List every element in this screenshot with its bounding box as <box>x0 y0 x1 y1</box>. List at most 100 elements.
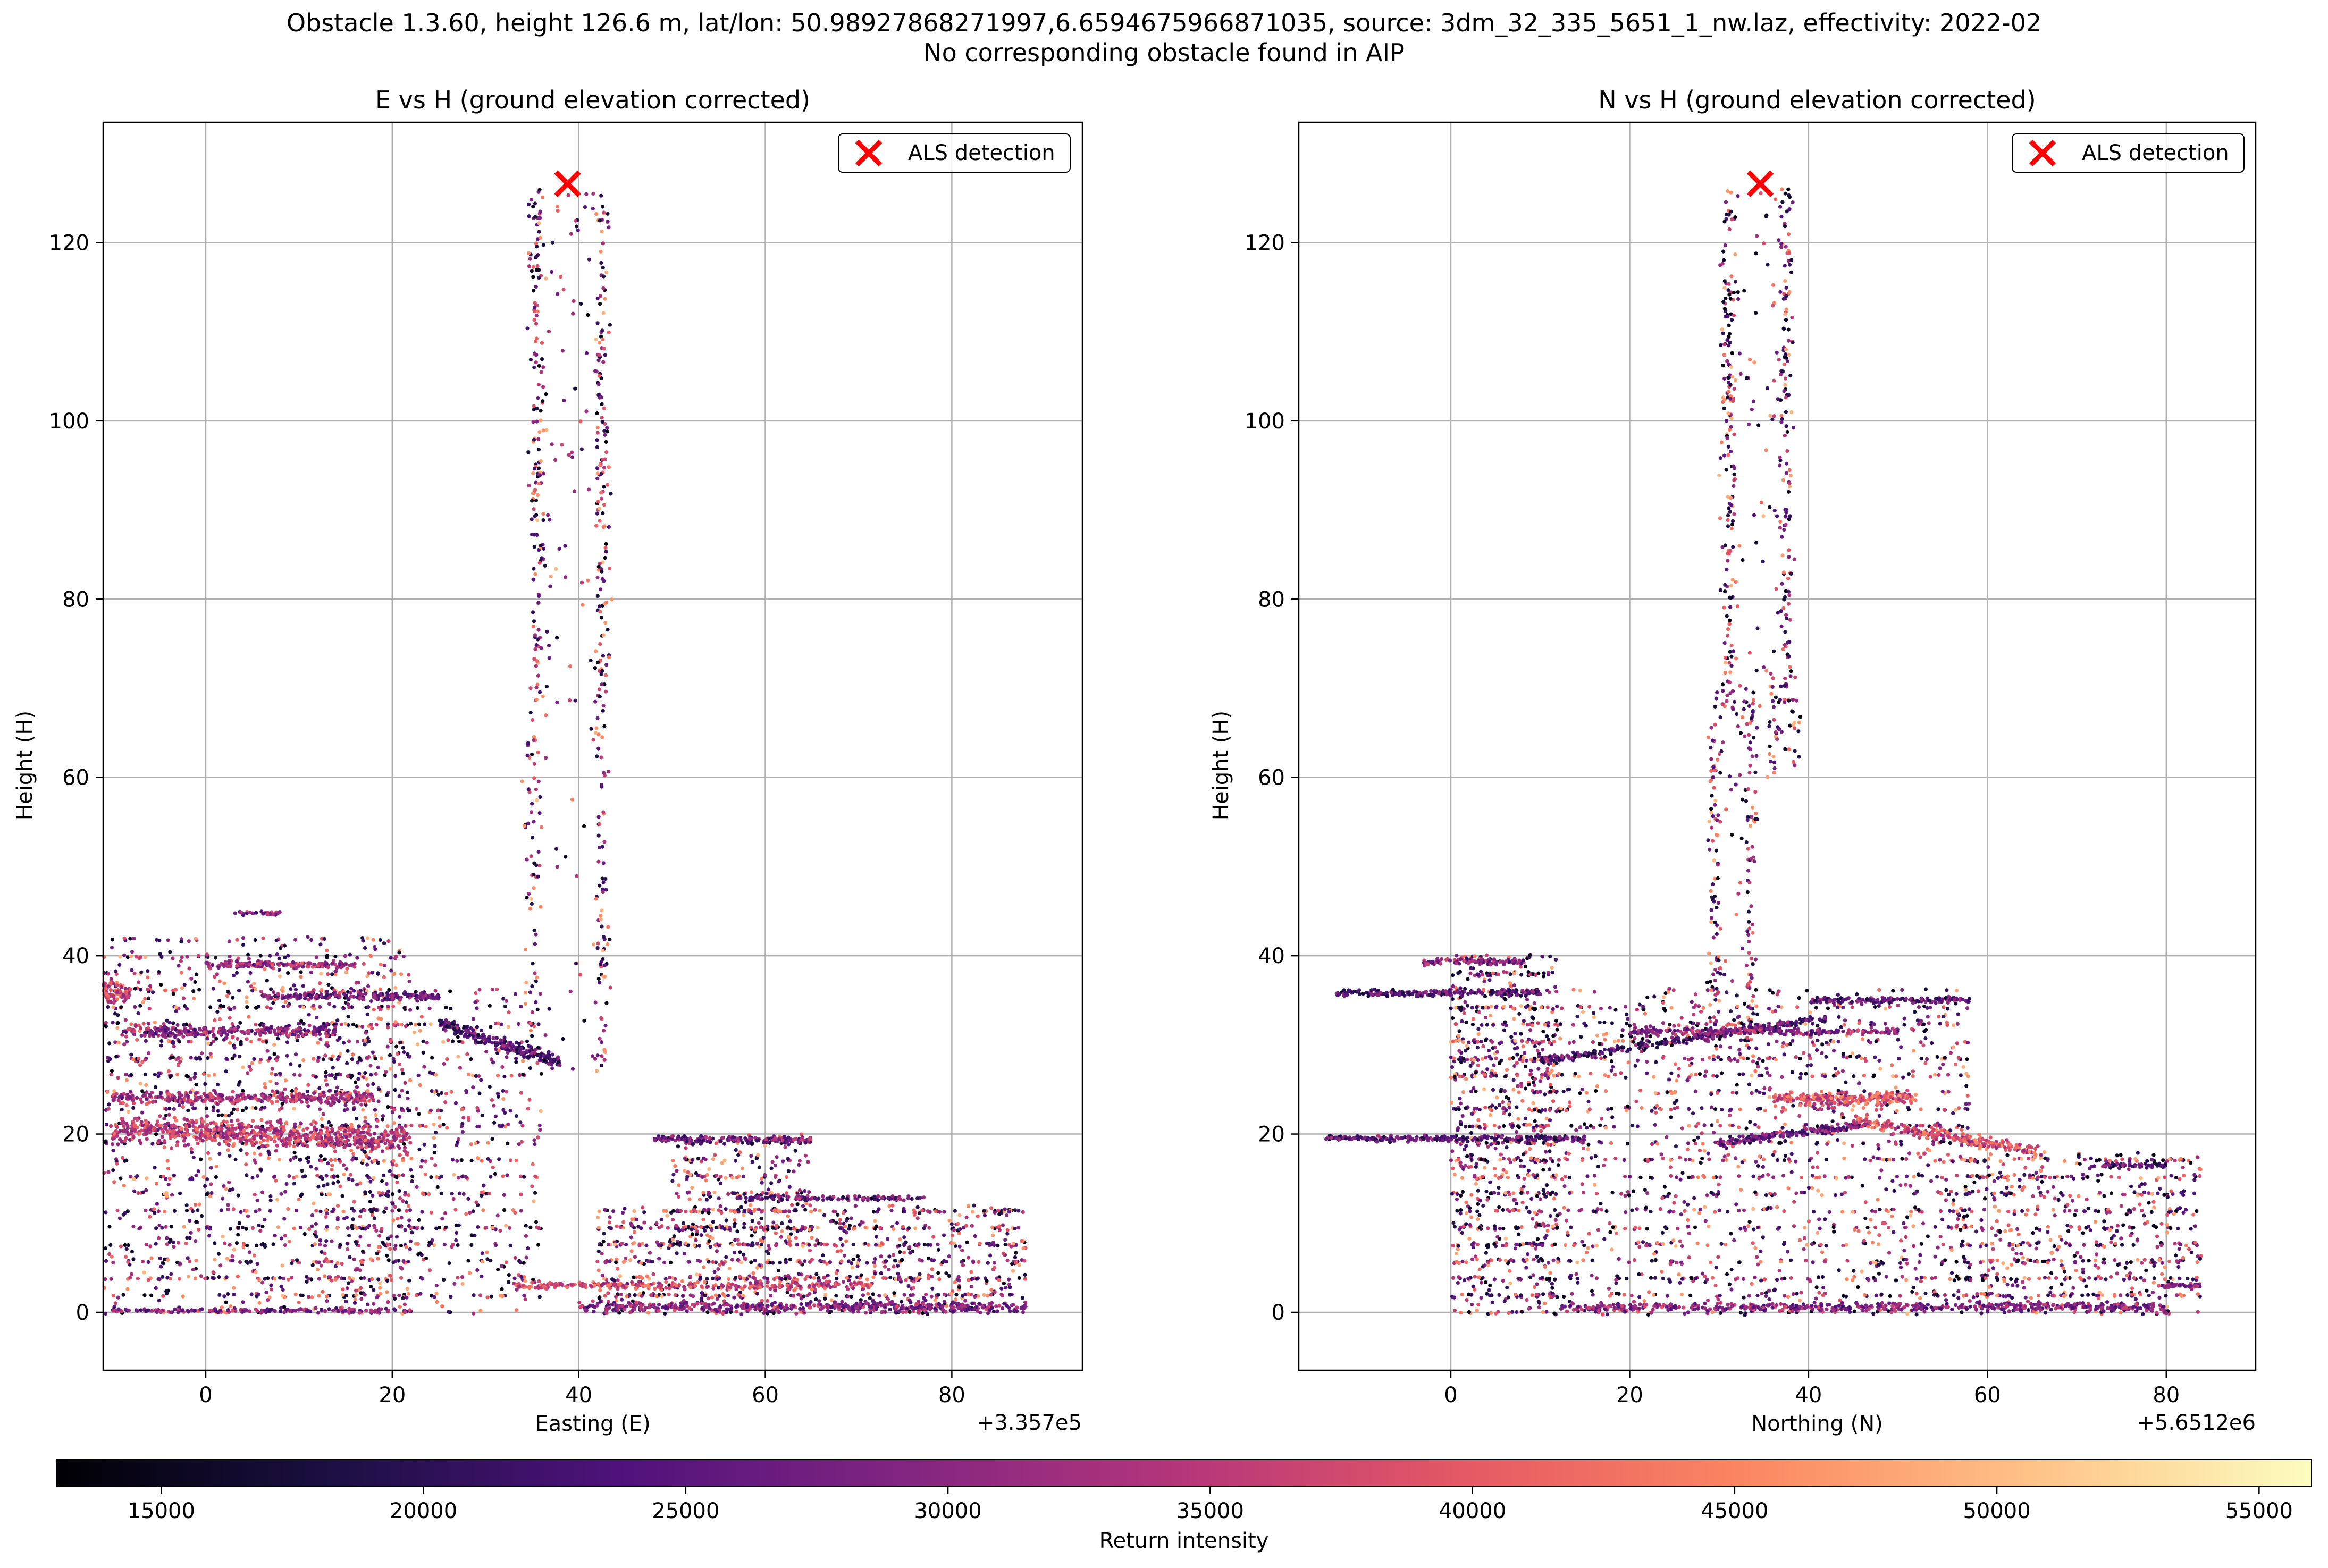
data-point <box>539 905 543 909</box>
data-point <box>877 1294 881 1298</box>
data-point <box>1000 1294 1004 1298</box>
data-point <box>339 1142 343 1147</box>
data-point <box>253 1134 257 1139</box>
data-point <box>358 1235 363 1239</box>
data-point <box>144 1039 148 1043</box>
data-point <box>245 1000 249 1004</box>
data-point <box>710 1228 714 1232</box>
data-point <box>605 429 609 434</box>
data-point <box>211 1108 215 1112</box>
data-point <box>485 1295 490 1300</box>
data-point <box>432 1122 436 1126</box>
data-point <box>538 795 542 799</box>
data-point <box>526 787 531 791</box>
data-point <box>539 1109 543 1113</box>
data-point <box>397 1094 401 1099</box>
data-point <box>318 1209 323 1213</box>
data-point <box>292 1182 296 1186</box>
data-point <box>536 673 541 678</box>
data-point <box>508 1158 513 1162</box>
data-point <box>888 1276 893 1280</box>
data-point <box>258 1152 263 1157</box>
data-point <box>528 358 533 362</box>
data-point <box>403 1191 407 1195</box>
data-point <box>419 1165 423 1169</box>
data-point <box>228 1188 232 1192</box>
data-point <box>194 1091 198 1095</box>
data-point <box>119 1244 123 1249</box>
data-point <box>727 1267 732 1271</box>
data-point <box>231 1144 236 1148</box>
data-point <box>963 1299 968 1303</box>
data-point <box>221 1234 225 1239</box>
data-point <box>596 833 601 838</box>
data-point <box>401 1296 405 1300</box>
data-point <box>355 1040 360 1044</box>
data-point <box>570 797 574 802</box>
data-point <box>157 1236 161 1241</box>
data-point <box>539 370 543 374</box>
data-point <box>460 1175 465 1179</box>
data-point <box>139 1141 143 1145</box>
data-point <box>732 1224 736 1228</box>
data-point <box>179 959 183 963</box>
data-point <box>532 657 536 661</box>
data-point <box>898 1277 902 1282</box>
data-point <box>258 954 263 958</box>
data-point <box>180 1093 184 1098</box>
data-point <box>768 1294 773 1298</box>
data-point <box>601 880 606 884</box>
data-point <box>595 438 599 442</box>
data-point <box>445 1057 449 1061</box>
data-point <box>301 1058 306 1063</box>
data-point <box>872 1260 876 1264</box>
data-point <box>500 1287 504 1292</box>
data-point <box>661 1209 666 1213</box>
data-point <box>396 1217 400 1221</box>
data-point <box>208 1157 212 1161</box>
data-point <box>859 1220 863 1225</box>
data-point <box>603 555 607 560</box>
data-point <box>299 1293 303 1297</box>
data-point <box>325 1299 329 1303</box>
data-point <box>822 1213 826 1217</box>
data-point <box>227 939 231 943</box>
data-point <box>901 1225 905 1229</box>
data-point <box>547 644 551 648</box>
data-point <box>799 1228 803 1232</box>
data-point <box>389 1039 393 1043</box>
data-point <box>930 1267 934 1271</box>
data-point <box>397 1208 401 1212</box>
data-point <box>405 1287 409 1291</box>
data-point <box>399 1244 404 1248</box>
data-point <box>666 1226 670 1230</box>
data-point <box>797 1188 802 1193</box>
data-point <box>734 1148 738 1152</box>
data-point <box>465 1052 469 1057</box>
data-point <box>518 1260 523 1264</box>
data-point <box>324 1174 329 1178</box>
data-point <box>306 1104 310 1108</box>
data-point <box>157 1277 162 1282</box>
data-point <box>257 1038 262 1042</box>
data-point <box>323 1157 327 1161</box>
data-point <box>241 1242 246 1246</box>
data-point <box>444 1005 448 1010</box>
data-point <box>537 811 542 815</box>
data-point <box>606 628 610 632</box>
data-point <box>514 1060 518 1064</box>
data-point <box>544 713 548 718</box>
data-point <box>539 1072 544 1076</box>
data-point <box>372 1176 376 1180</box>
data-point <box>196 1095 200 1100</box>
data-point <box>541 512 545 516</box>
data-point <box>189 1099 193 1103</box>
data-point <box>1005 1228 1010 1232</box>
data-point <box>186 1256 190 1260</box>
data-point <box>245 1134 249 1139</box>
data-point <box>345 1107 349 1111</box>
data-point <box>601 949 605 953</box>
data-point <box>254 1022 258 1026</box>
data-point <box>596 1249 601 1253</box>
data-point <box>776 1268 781 1273</box>
